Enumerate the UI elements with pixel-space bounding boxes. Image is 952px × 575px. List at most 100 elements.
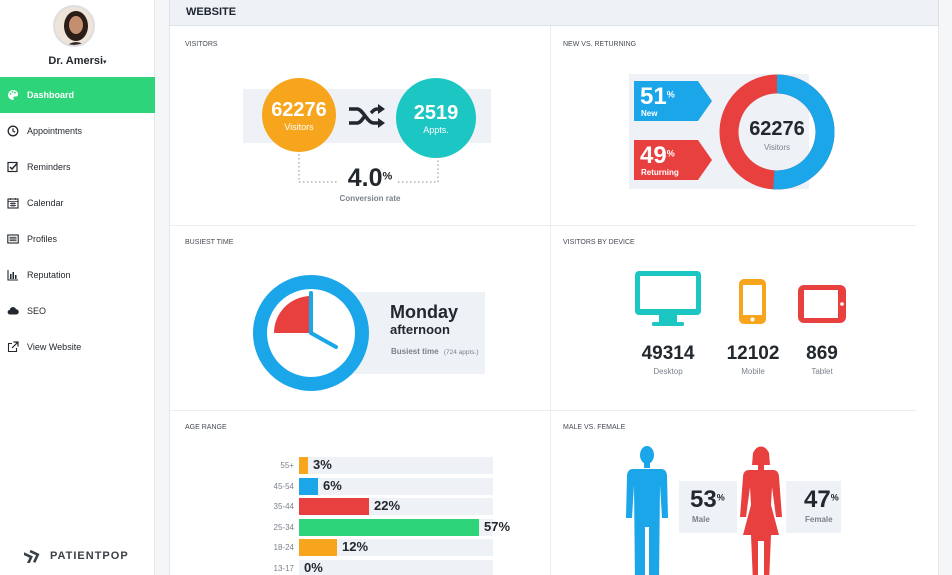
age-bar-value: 3% (313, 457, 332, 472)
age-range-label: 25-34 (273, 522, 294, 532)
sidebar-item-label: Reminders (27, 162, 71, 172)
tablet-icon (798, 285, 846, 323)
age-bar (299, 498, 369, 515)
busiest-period: afternoon (390, 322, 450, 337)
brand-name: PATIENTPOP (50, 550, 129, 562)
sidebar-item-dashboard[interactable]: Dashboard (0, 77, 155, 113)
brand-logo[interactable]: PATIENTPOP (24, 549, 129, 563)
returning-tag: 49% Returning (634, 140, 712, 180)
busiest-appts: (724 appts.) (443, 349, 479, 356)
mobile-caption: Mobile (741, 367, 765, 376)
sidebar-item-view-website[interactable]: View Website (0, 329, 155, 365)
page-title: WEBSITE (186, 6, 237, 18)
user-menu[interactable]: Dr. Amersi▾ (0, 55, 155, 67)
age-row: 45-54 6% (170, 477, 493, 495)
row-divider (170, 410, 916, 411)
dashboard-card: VISITORS 62276 Visitors 2519 Appts. 4.0%… (169, 26, 939, 575)
age-row: 13-17 0% (170, 559, 493, 575)
palette-icon (8, 90, 19, 100)
avatar[interactable] (53, 5, 95, 47)
male-caption: Male (692, 515, 710, 524)
conversion-bracket (298, 154, 439, 183)
appointments-circle: 2519 Appts. (396, 78, 476, 158)
busiest-section-title: BUSIEST TIME (185, 239, 234, 246)
sidebar-item-label: View Website (27, 342, 82, 352)
new-returning-donut (719, 74, 835, 190)
age-section-title: AGE RANGE (185, 424, 227, 431)
sidebar-item-seo[interactable]: SEO (0, 293, 155, 329)
busiest-clock-icon (253, 275, 369, 391)
age-row: 55+ 3% (170, 457, 493, 474)
appointments-value: 2519 (413, 101, 459, 124)
new-arc (719, 74, 835, 190)
returning-pct: 49 (640, 142, 667, 169)
user-name: Dr. Amersi (48, 55, 104, 67)
sidebar-item-reputation[interactable]: Reputation (0, 257, 155, 293)
male-pct-sign: % (716, 492, 725, 503)
sidebar-item-appointments[interactable]: Appointments (0, 113, 155, 149)
mobile-icon (739, 279, 766, 324)
female-pct-sign: % (830, 492, 839, 503)
age-bar-track: 3% (299, 457, 493, 474)
row-divider (170, 225, 916, 226)
female-figure-icon (740, 446, 782, 575)
age-range-label: 13-17 (273, 563, 294, 573)
sidebar-item-calendar[interactable]: Calendar (0, 185, 155, 221)
desktop-caption: Desktop (653, 367, 683, 376)
cloud-icon (7, 307, 19, 315)
age-bar (299, 477, 318, 495)
age-row: 25-34 57% (170, 518, 510, 536)
devices-section-title: VISITORS BY DEVICE (563, 239, 635, 246)
desktop-visitors-value: 49314 (641, 343, 695, 364)
male-figure-icon (626, 446, 668, 575)
sidebar-item-label: Reputation (27, 270, 71, 280)
conversion-value: 4.0 (347, 164, 383, 192)
list-icon (7, 234, 19, 244)
returning-pct-sign: % (666, 148, 675, 159)
busiest-day: Monday (390, 302, 459, 322)
age-range-label: 35-44 (273, 502, 294, 511)
new-caption: New (641, 109, 658, 118)
calendar-icon (7, 198, 19, 209)
visitors-section-title: VISITORS (185, 41, 218, 48)
tablet-caption: Tablet (811, 367, 833, 376)
female-panel (786, 481, 841, 533)
shuffle-icon (349, 104, 385, 128)
age-bar (299, 457, 308, 474)
sidebar-item-reminders[interactable]: Reminders (0, 149, 155, 185)
age-range-label: 45-54 (273, 481, 294, 491)
visitors-value: 62276 (271, 98, 327, 121)
bar-chart-icon (7, 270, 18, 281)
age-bar-value: 0% (304, 559, 323, 575)
tablet-visitors-value: 869 (806, 343, 838, 364)
new-pct-sign: % (666, 89, 675, 100)
age-bar-value: 22% (374, 498, 401, 513)
external-link-icon (7, 341, 19, 353)
column-divider (550, 26, 551, 575)
age-bar-track: 22% (299, 498, 493, 515)
visitors-caption: Visitors (284, 121, 314, 132)
sidebar-item-label: Dashboard (27, 90, 75, 100)
gender-section-title: MALE VS. FEMALE (563, 424, 626, 431)
age-bar-track: 57% (299, 518, 510, 536)
male-panel (679, 481, 737, 533)
new-returning-section-title: NEW VS. RETURNING (563, 41, 637, 48)
conversion-rate: 4.0% (340, 164, 400, 193)
busiest-caption: Busiest time (391, 347, 439, 356)
main-content: WEBSITE VISITORS 62276 Visitors 2519 App… (155, 0, 952, 575)
conversion-caption: Conversion rate (339, 194, 401, 203)
sidebar-item-profiles[interactable]: Profiles (0, 221, 155, 257)
checkbox-icon (7, 161, 18, 173)
sidebar-nav: Dashboard Appointments Reminders Calenda… (0, 77, 155, 365)
age-bar (299, 539, 337, 556)
appointments-caption: Appts. (423, 124, 449, 135)
sidebar-item-label: Appointments (27, 126, 83, 136)
male-value: 53% (690, 486, 725, 514)
age-bar-track: 6% (299, 477, 493, 495)
female-value: 47% (804, 486, 839, 514)
sidebar-item-label: Calendar (27, 198, 64, 208)
age-range-chart: 55+ 3% 45-54 6% 35-44 22% 25-34 57% 18-24 12% 13-1… (170, 457, 530, 575)
age-range-label: 18-24 (273, 543, 294, 552)
female-caption: Female (805, 515, 833, 524)
page-header: WEBSITE (169, 0, 939, 26)
